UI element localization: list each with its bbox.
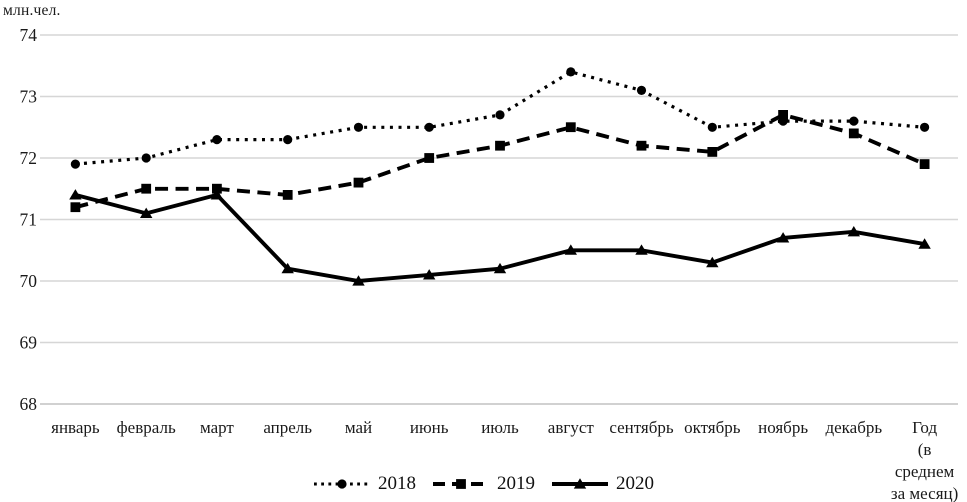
- marker-triangle-2020: [281, 262, 294, 274]
- x-tick-label: июль: [481, 418, 519, 437]
- marker-triangle-2020: [847, 226, 860, 237]
- marker-square-2019: [70, 202, 81, 213]
- x-tick-label: апрель: [263, 418, 312, 437]
- marker-square-2019: [424, 153, 435, 163]
- marker-square-2019: [212, 183, 222, 194]
- marker-square-2019: [848, 128, 859, 139]
- y-tick-label: 69: [20, 333, 38, 353]
- x-tick-label: Год (в среднем за месяц): [891, 418, 958, 502]
- marker-circle-2018: [70, 159, 80, 169]
- x-tick-label: октябрь: [684, 418, 741, 437]
- marker-circle-2018: [424, 122, 434, 132]
- marker-triangle-2020: [493, 262, 507, 274]
- marker-triangle-2020: [423, 269, 436, 280]
- marker-square-2019: [141, 183, 152, 194]
- x-tick-label: август: [548, 418, 595, 437]
- marker-circle-2018: [707, 122, 717, 132]
- x-tick-label: февраль: [117, 418, 176, 437]
- marker-triangle-2020: [918, 238, 931, 249]
- marker-circle-2018: [566, 67, 576, 77]
- marker-circle-2018: [636, 85, 647, 95]
- marker-triangle-2020: [352, 275, 365, 286]
- series-line-2019: [74, 112, 926, 210]
- marker-square-2019: [778, 110, 788, 120]
- marker-circle-2018: [849, 116, 859, 126]
- y-axis-title: млн.чел.: [3, 2, 61, 19]
- marker-square-2019: [565, 122, 576, 133]
- x-tick-label: январь: [51, 418, 100, 437]
- marker-circle-2018: [212, 135, 222, 145]
- y-tick-label: 72: [20, 148, 38, 168]
- x-tick-label: июнь: [410, 418, 449, 437]
- marker-triangle-2020: [69, 189, 82, 200]
- marker-triangle-2020: [140, 207, 153, 218]
- marker-circle-2018: [283, 135, 293, 145]
- marker-triangle-2020: [706, 256, 719, 268]
- x-tick-label: ноябрь: [758, 418, 808, 437]
- marker-triangle-2020: [776, 232, 790, 243]
- marker-circle-2018: [141, 153, 151, 163]
- y-tick-label: 74: [20, 25, 38, 45]
- y-tick-label: 70: [20, 271, 38, 291]
- x-tick-label: март: [200, 418, 234, 437]
- x-tick-label: сентябрь: [609, 418, 674, 437]
- y-tick-label: 73: [20, 87, 38, 107]
- marker-circle-2018: [495, 110, 505, 120]
- marker-triangle-2020: [564, 244, 577, 255]
- marker-square-2019: [707, 147, 718, 157]
- marker-triangle-2020: [210, 189, 224, 200]
- marker-square-2019: [919, 159, 930, 169]
- marker-square-2019: [495, 140, 505, 151]
- marker-square-2019: [353, 177, 364, 188]
- y-tick-label: 68: [20, 394, 38, 414]
- marker-triangle-2020: [635, 244, 648, 255]
- marker-square-2019: [636, 140, 647, 151]
- x-tick-label: декабрь: [825, 418, 882, 437]
- marker-circle-2018: [353, 122, 364, 132]
- x-tick-label: май: [345, 418, 372, 437]
- marker-circle-2018: [920, 122, 930, 132]
- marker-square-2019: [282, 190, 293, 200]
- y-tick-label: 71: [20, 210, 38, 230]
